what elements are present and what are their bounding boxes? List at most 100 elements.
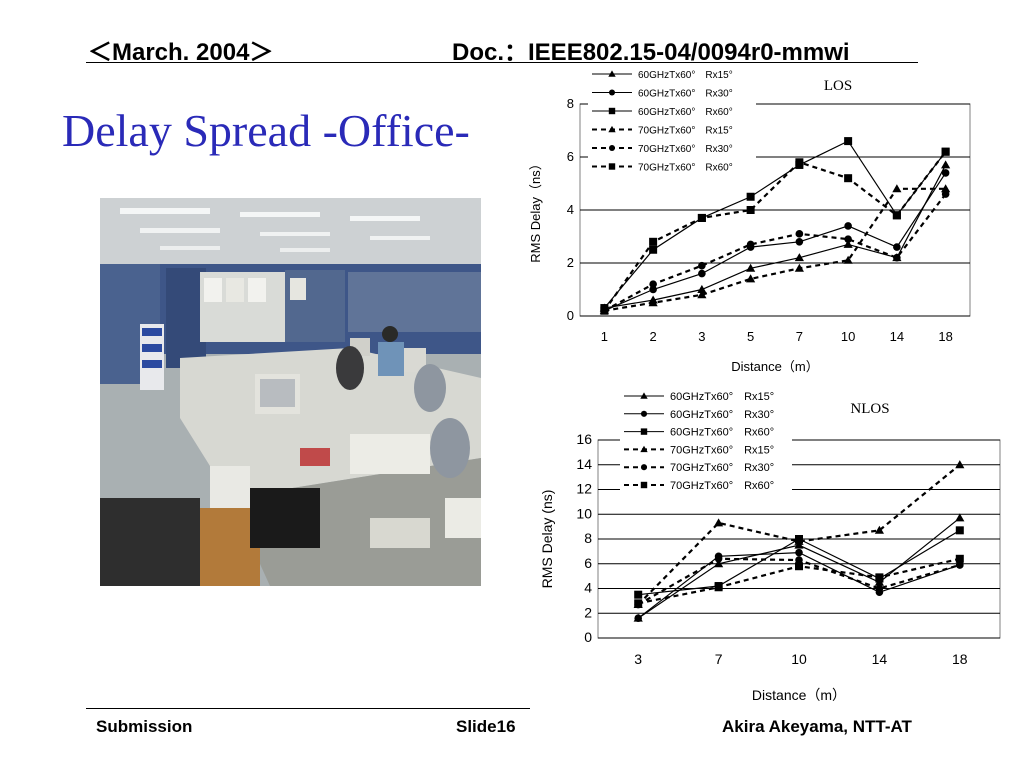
chart1-legend-label: 60GHzTx60° Rx60° (638, 107, 733, 118)
footer-submission: Submission (96, 717, 193, 736)
chart2-ytick-label: 6 (584, 555, 592, 571)
chart1-data-point (941, 160, 951, 169)
chart1-data-point (794, 253, 804, 262)
chart1-legend-box (588, 66, 756, 183)
chart1-data-point (649, 237, 658, 246)
chart1-data-point (746, 263, 756, 272)
chart1-series-line (603, 151, 947, 312)
chart1-data-point (795, 230, 804, 238)
chart1-legend-marker (608, 163, 616, 170)
chart1-data-point (844, 235, 852, 243)
chart1-ytick-label: 4 (567, 202, 574, 217)
chart1-ytick-label: 0 (567, 308, 574, 323)
office-photo (100, 198, 481, 586)
chart1-data-point (795, 238, 804, 246)
chart1-xtick-label: 7 (796, 329, 803, 344)
chart1-series-line (604, 187, 946, 312)
chart1-title: LOS (824, 78, 852, 94)
chart1-data-point (941, 147, 950, 156)
chart1-data-point (649, 280, 657, 288)
chart2-ytick-label: 8 (584, 530, 592, 546)
chart1-data-point (648, 298, 658, 307)
chart1-ytick-label: 6 (567, 149, 574, 164)
chart2-data-point (634, 599, 643, 608)
chart2-ylabel: RMS Delay (ns) (539, 490, 555, 589)
chart2-ytick-label: 16 (576, 431, 592, 447)
chart1-data-point (697, 213, 706, 222)
chart1-legend: 60GHzTx60° Rx15° 60GHzTx60° Rx30° 60GHzTx6… (588, 66, 756, 183)
footer-slide-number: Slide16 (456, 717, 516, 736)
chart1-legend-marker (608, 70, 616, 77)
chart2-xtick-label: 7 (715, 651, 723, 667)
chart2-legend-marker (640, 481, 648, 489)
chart1-data-point (892, 211, 901, 220)
chart1-series-line (603, 140, 947, 309)
chart2-legend-label: 60GHzTx60° Rx15° (670, 391, 774, 403)
chart1-data-point (941, 184, 951, 193)
chart2-data-point (714, 559, 724, 568)
chart2-data-point (955, 526, 964, 535)
chart1-data-point (746, 274, 756, 283)
chart1-data-point (600, 306, 609, 315)
chart1-data-point (746, 192, 755, 201)
chart1-data-point (843, 255, 853, 264)
chart1-xtick-label: 3 (698, 329, 705, 344)
chart2-series-6 (634, 554, 964, 608)
chart2-series-5 (634, 555, 964, 609)
chart2-data-point (875, 584, 884, 593)
chart1-data-point (844, 137, 853, 146)
chart2-data-point (794, 536, 804, 545)
chart1-xtick-label: 5 (747, 329, 754, 344)
chart2-xtick-label: 3 (634, 651, 642, 667)
chart2-legend-marker (640, 464, 648, 471)
header-doc-id: Doc.：IEEE802.15-04/0094r0-mmwi (452, 39, 850, 66)
chart2-data-point (956, 561, 964, 569)
chart2-ytick-label: 0 (584, 629, 592, 645)
chart1-data-point (892, 184, 902, 193)
chart1-data-point (746, 240, 755, 249)
chart2-legend-label: 70GHzTx60° Rx30° (670, 462, 774, 474)
chart1-ytick-label: 2 (567, 255, 574, 270)
chart1-data-point (698, 269, 706, 278)
chart2-data-point (874, 525, 884, 534)
footer-author: Akira Akeyama, NTT-AT (722, 717, 912, 736)
chart2-ytick-label: 2 (584, 604, 592, 620)
chart1-series-line (604, 164, 947, 309)
chart2-ytick-label: 10 (576, 505, 592, 521)
chart2-legend-marker (640, 445, 648, 453)
chart1-legend-label: 60GHzTx60° Rx30° (638, 89, 733, 100)
chart1-legend-label: 60GHzTx60° Rx15° (638, 70, 733, 81)
chart1-xtick-label: 1 (601, 329, 608, 344)
chart2-data-point (795, 556, 803, 564)
header-divider (86, 62, 918, 63)
chart1-data-point (844, 222, 852, 230)
chart1-data-point (844, 174, 853, 183)
chart1-data-point (893, 243, 901, 251)
chart1-xtick-label: 14 (890, 329, 904, 344)
nlos-chart: 0 2 4 6 8 10 12 14 16 3 7 10 14 18 Distance（m） RMS Dela… (539, 388, 1001, 703)
chart1-series-6 (600, 147, 950, 315)
chart1-legend-marker (608, 125, 616, 133)
chart2-ytick-label: 4 (584, 580, 592, 596)
chart1-data-point (698, 261, 706, 270)
chart1-data-point (893, 253, 901, 262)
chart1-legend-marker (608, 107, 616, 115)
chart1-data-point (649, 245, 658, 254)
chart1-legend-marker (608, 144, 616, 152)
chart2-xtick-label: 14 (872, 651, 888, 667)
chart1-data-point (794, 263, 804, 272)
chart1-legend-label: 70GHzTx60° Rx30° (638, 144, 733, 155)
chart1-data-point (795, 158, 804, 167)
chart2-xtick-label: 18 (952, 651, 968, 667)
slide-title: Delay Spread -Office- (62, 105, 470, 156)
chart2-data-point (795, 548, 803, 557)
chart2-legend-label: 60GHzTx60° Rx30° (670, 409, 774, 421)
chart1-data-point (941, 190, 950, 198)
chart2-data-point (955, 460, 965, 469)
chart1-series-line (603, 193, 947, 312)
header-date: ＜March. 2004＞ (88, 39, 274, 66)
chart2-xlabel: Distance（m） (752, 687, 846, 703)
chart1-ytick-label: 8 (567, 96, 574, 111)
chart1-ylabel: RMS Delay（ns） (528, 157, 543, 262)
chart1-data-point (649, 285, 657, 294)
